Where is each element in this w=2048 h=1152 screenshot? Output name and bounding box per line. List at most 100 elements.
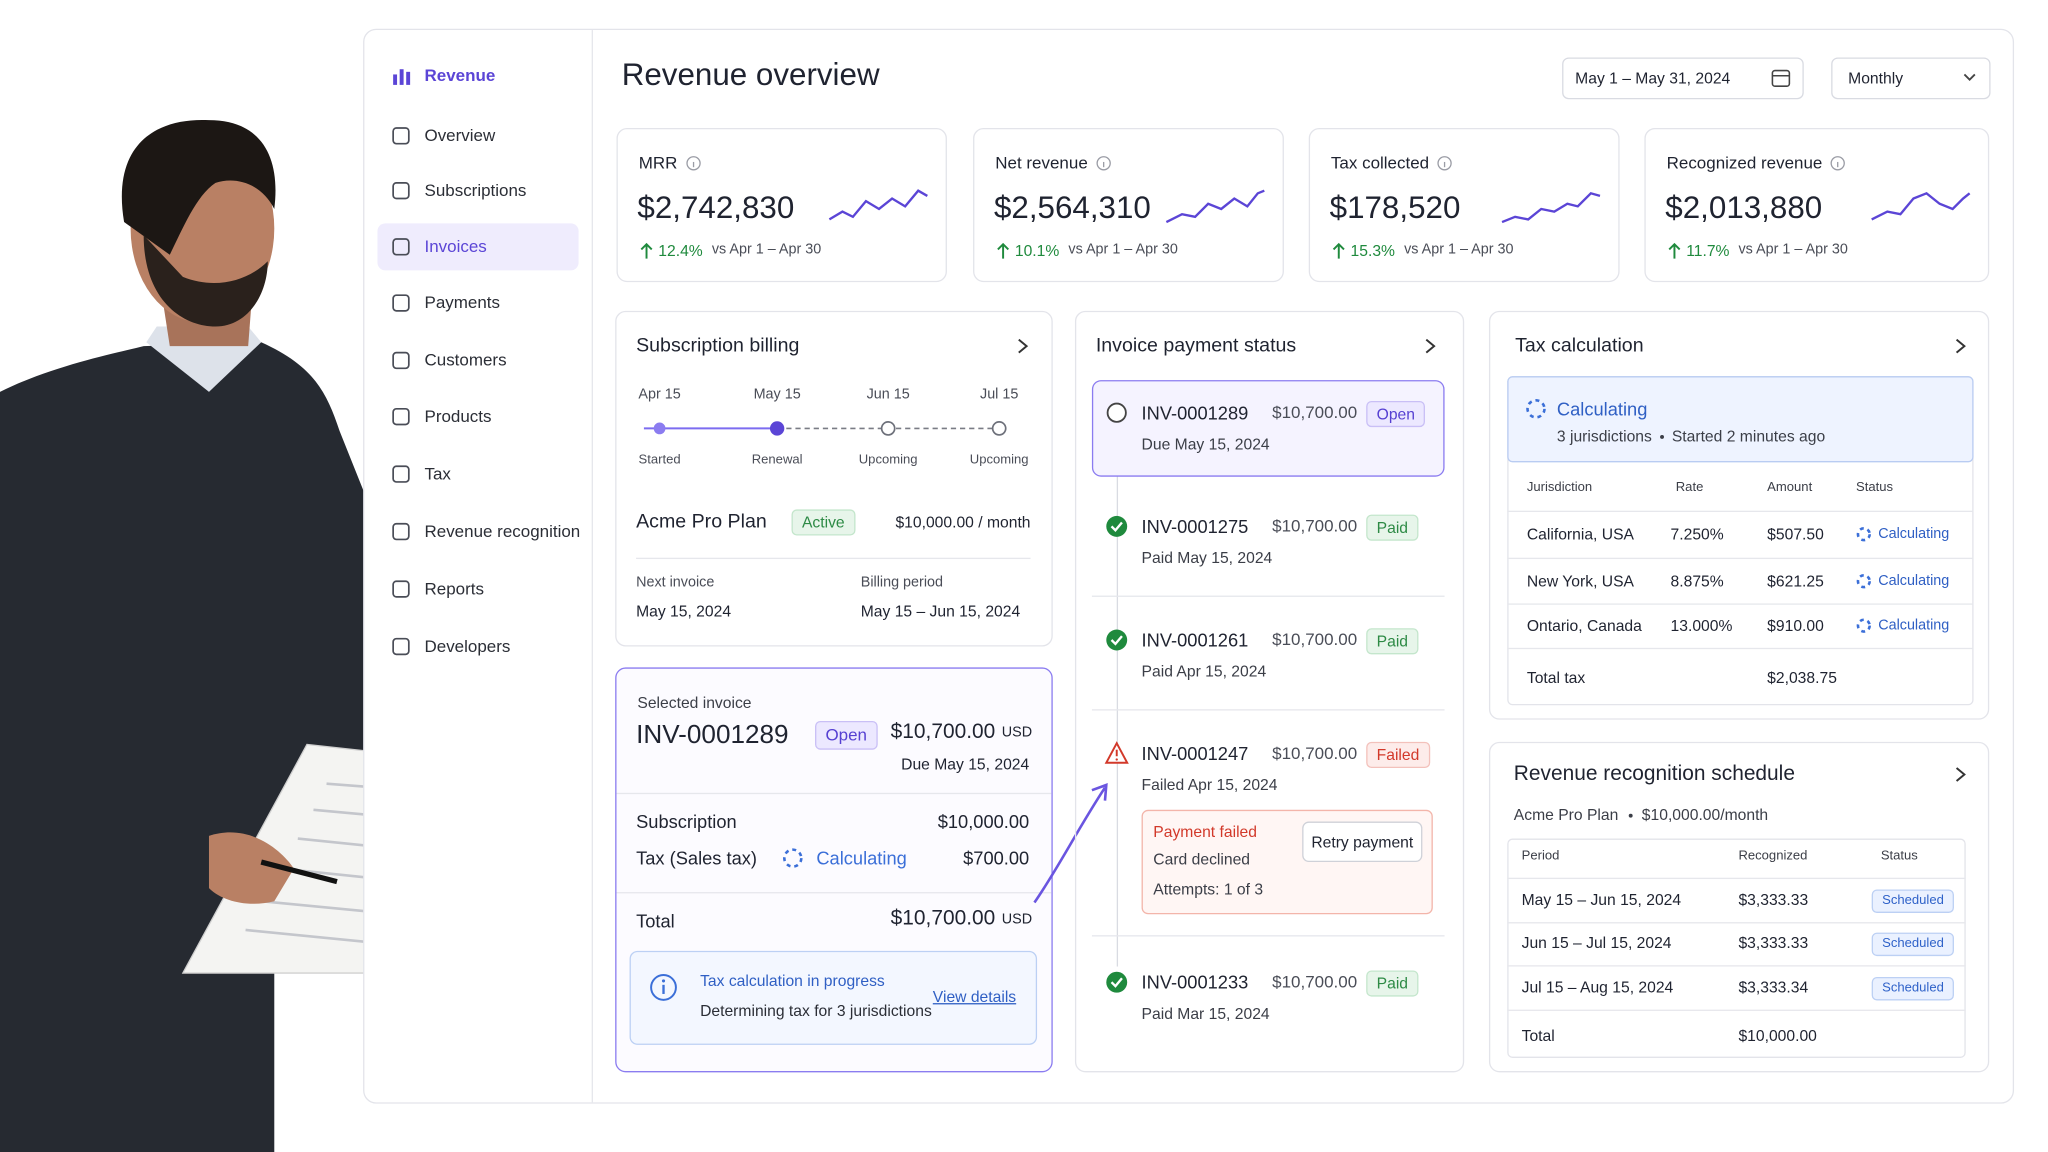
dot-separator	[1628, 813, 1633, 818]
info-icon	[686, 156, 701, 171]
invoice-date: Due May 15, 2024	[1141, 434, 1270, 453]
nav-icon	[392, 522, 410, 541]
metric-card	[1308, 127, 1620, 283]
nav-item[interactable]: Products	[424, 406, 492, 427]
total-amount: $10,700.00	[890, 908, 996, 931]
table-cell: May 15 – Jun 15, 2024	[1521, 890, 1682, 909]
nav-icon	[392, 465, 410, 483]
metric-compare: vs Apr 1 – Apr 30	[711, 242, 822, 258]
metric-change: 10.1%	[1014, 241, 1060, 260]
column-header: Amount	[1767, 480, 1813, 496]
nav-item[interactable]: Revenue	[424, 65, 496, 86]
schedule-plan: Acme Pro Plan	[1513, 805, 1619, 824]
selected-row[interactable]	[1091, 380, 1445, 477]
field-value: May 15 – Jun 15, 2024	[860, 601, 1021, 621]
card-title: Revenue recognition schedule	[1513, 763, 1795, 786]
nav-icon	[392, 127, 410, 145]
line-amount: $700.00	[963, 847, 1030, 869]
table-cell: California, USA	[1526, 524, 1634, 544]
sidebar-divider	[591, 30, 593, 1103]
chevron-icon	[1955, 767, 1966, 782]
info-icon	[1096, 156, 1111, 171]
nav-item[interactable]: Reports	[424, 578, 484, 599]
nav-item[interactable]: Payments	[424, 292, 500, 313]
nav-icon	[392, 637, 410, 656]
date-picker[interactable]	[1562, 57, 1804, 100]
status-badge: Scheduled	[1871, 889, 1955, 913]
info-icon	[650, 974, 677, 1001]
metric-compare: vs Apr 1 – Apr 30	[1738, 242, 1848, 258]
page-title: Revenue overview	[621, 56, 880, 93]
dropdown-icon	[1963, 73, 1976, 81]
invoice-id: INV-0001247	[1141, 742, 1249, 764]
invoice-amount: $10,700.00	[1272, 971, 1358, 992]
spinner-icon	[783, 848, 803, 868]
table-cell: 8.875%	[1670, 571, 1724, 591]
status-icon	[1104, 741, 1129, 764]
column-header: Recognized	[1738, 848, 1808, 864]
status-badge: Scheduled	[1871, 932, 1955, 957]
table	[1507, 838, 1966, 1058]
divider	[1507, 603, 1974, 605]
divider	[1507, 965, 1966, 967]
nav-icon	[393, 69, 411, 85]
status-text: Calculating	[1878, 526, 1950, 543]
nav-item[interactable]: Overview	[424, 125, 496, 146]
nav-icon	[392, 351, 410, 370]
field-label: Next invoice	[636, 575, 715, 591]
up-arrow	[997, 242, 1010, 259]
period-select[interactable]	[1831, 57, 1991, 100]
nav-active-bg	[377, 223, 579, 271]
status-detail: 3 jurisdictions	[1556, 426, 1652, 446]
info-icon	[1437, 156, 1452, 171]
timeline-date: Apr 15	[638, 387, 681, 403]
column-header: Rate	[1675, 480, 1704, 496]
link[interactable]: View details	[932, 987, 1017, 1006]
divider	[1091, 595, 1445, 597]
divider	[1507, 510, 1974, 512]
metric-compare: vs Apr 1 – Apr 30	[1068, 242, 1178, 258]
table-cell: Jun 15 – Jul 15, 2024	[1521, 933, 1672, 952]
divider	[1507, 1009, 1966, 1011]
invoice-id: INV-0001289	[1141, 401, 1249, 423]
field-label: Billing period	[860, 575, 943, 591]
status-badge: Open	[815, 721, 878, 750]
nav-item[interactable]: Invoices	[424, 236, 487, 257]
spinner-icon	[1856, 574, 1872, 589]
metric-change: 12.4%	[658, 241, 703, 260]
invoice-amount: $10,700.00	[1272, 629, 1358, 650]
metric-card	[973, 127, 1284, 283]
currency: USD	[1001, 725, 1033, 742]
sparkline	[828, 189, 928, 221]
column-header: Status	[1880, 848, 1918, 864]
failure-attempts: Attempts: 1 of 3	[1153, 880, 1264, 899]
up-arrow	[1668, 242, 1681, 259]
button-label[interactable]: Retry payment	[1311, 833, 1414, 852]
nav-item[interactable]: Customers	[424, 350, 507, 370]
metric-label: MRR	[638, 153, 678, 173]
status-icon	[1106, 402, 1127, 423]
status-text: Calculating	[1556, 397, 1648, 419]
nav-item[interactable]: Developers	[424, 636, 511, 656]
date-range: May 1 – May 31, 2024	[1575, 68, 1731, 88]
card	[1074, 310, 1465, 1073]
metric-change: 15.3%	[1350, 241, 1395, 260]
notice-title: Tax calculation in progress	[700, 971, 885, 990]
nav-item[interactable]: Tax	[424, 463, 451, 484]
invoice-id: INV-0001275	[1141, 515, 1249, 537]
up-arrow	[640, 242, 653, 259]
divider	[1091, 709, 1445, 711]
spinner-icon	[1856, 618, 1872, 633]
nav-icon	[392, 182, 410, 200]
nav-item[interactable]: Revenue recognition	[424, 521, 581, 541]
line-amount: $10,000.00	[937, 810, 1030, 832]
table-cell: 7.250%	[1670, 524, 1724, 544]
sparkline	[1501, 191, 1601, 224]
plan-price: $10,000.00 / month	[895, 513, 1031, 532]
card-title: Tax calculation	[1515, 334, 1644, 357]
status-badge: Paid	[1366, 627, 1419, 655]
divider	[1507, 557, 1974, 560]
button[interactable]	[1302, 821, 1423, 863]
nav-item[interactable]: Subscriptions	[424, 180, 527, 201]
plan-name: Acme Pro Plan	[636, 510, 767, 533]
